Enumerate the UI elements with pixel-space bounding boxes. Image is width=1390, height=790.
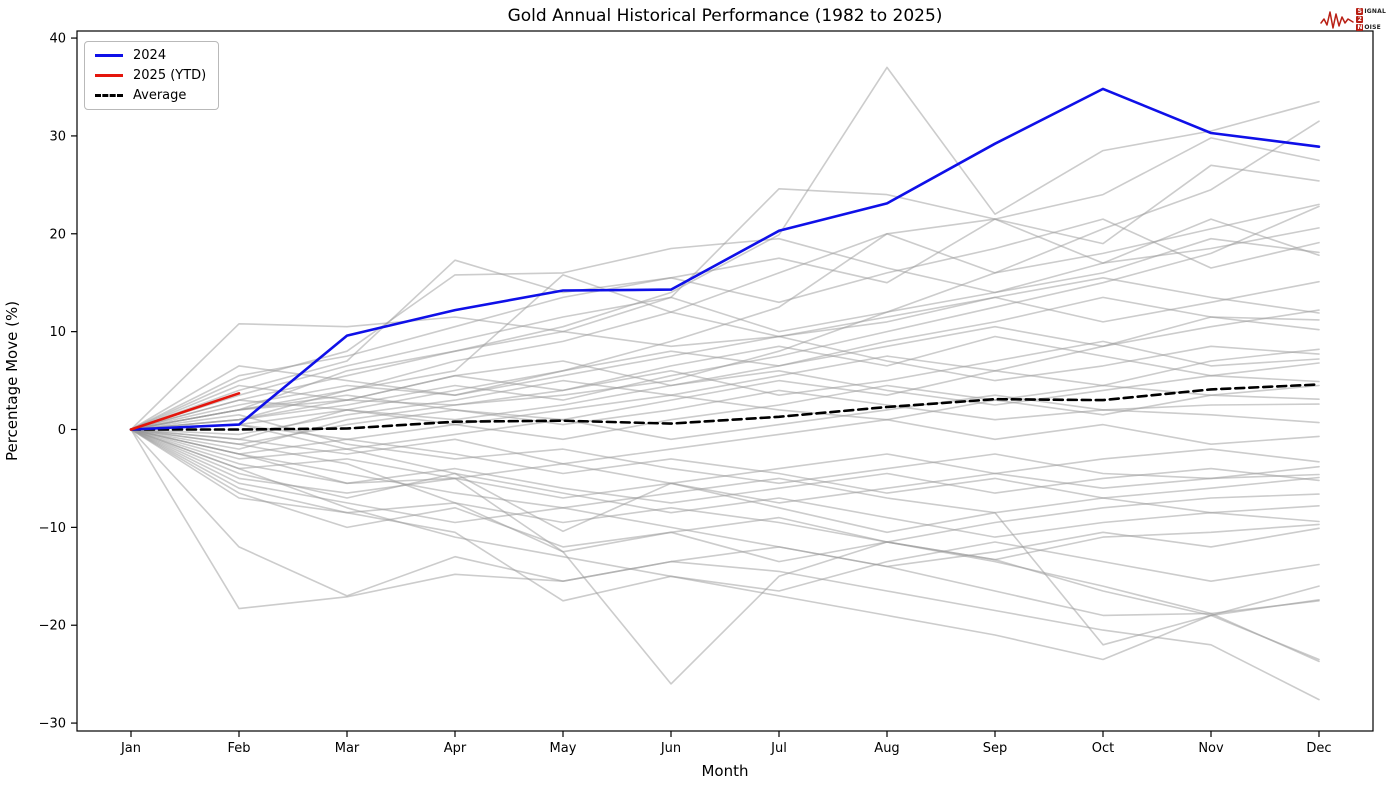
logo-row-noise: N OISE bbox=[1356, 23, 1381, 31]
svg-text:20: 20 bbox=[49, 227, 66, 242]
logo-letter-s: S bbox=[1356, 7, 1364, 15]
chart-legend: 2024 2025 (YTD) Average bbox=[84, 41, 220, 110]
legend-item-2024: 2024 bbox=[95, 49, 206, 62]
svg-text:Month: Month bbox=[701, 762, 748, 780]
svg-text:30: 30 bbox=[49, 129, 66, 144]
svg-text:May: May bbox=[550, 741, 577, 756]
legend-label-2024: 2024 bbox=[133, 48, 167, 63]
svg-text:−10: −10 bbox=[39, 521, 66, 536]
logo-letter-2: 2 bbox=[1356, 15, 1364, 23]
svg-text:Apr: Apr bbox=[444, 741, 467, 756]
svg-text:Aug: Aug bbox=[874, 741, 899, 756]
logo-row-2: 2 bbox=[1356, 15, 1386, 23]
legend-label-average: Average bbox=[133, 88, 187, 103]
legend-item-average: Average bbox=[95, 89, 206, 102]
svg-text:Oct: Oct bbox=[1092, 741, 1114, 756]
ecg-waveform-icon bbox=[1320, 11, 1355, 29]
svg-text:40: 40 bbox=[49, 32, 66, 47]
legend-line-average-icon bbox=[95, 94, 123, 97]
svg-text:Gold Annual Historical Perform: Gold Annual Historical Performance (1982… bbox=[508, 6, 943, 26]
svg-text:Percentage Move (%): Percentage Move (%) bbox=[3, 301, 21, 461]
svg-text:Feb: Feb bbox=[227, 741, 250, 756]
svg-text:Jul: Jul bbox=[770, 741, 787, 756]
logo-letter-n: N bbox=[1356, 23, 1364, 31]
svg-text:−30: −30 bbox=[39, 717, 66, 732]
svg-text:−20: −20 bbox=[39, 619, 66, 634]
svg-text:0: 0 bbox=[58, 423, 66, 438]
svg-text:Jan: Jan bbox=[120, 741, 141, 756]
legend-item-2025: 2025 (YTD) bbox=[95, 69, 206, 82]
logo-row-signal: S IGNAL bbox=[1356, 7, 1386, 15]
signal2noise-logo: S IGNAL 2 N OISE bbox=[1320, 3, 1386, 35]
svg-text:Sep: Sep bbox=[983, 741, 1008, 756]
logo-text: S IGNAL 2 N OISE bbox=[1356, 7, 1386, 31]
legend-line-2024-icon bbox=[95, 54, 123, 57]
legend-label-2025: 2025 (YTD) bbox=[133, 68, 207, 83]
svg-text:Nov: Nov bbox=[1198, 741, 1224, 756]
svg-text:Jun: Jun bbox=[660, 741, 681, 756]
svg-text:Mar: Mar bbox=[335, 741, 360, 756]
svg-text:10: 10 bbox=[49, 325, 66, 340]
svg-text:Dec: Dec bbox=[1306, 741, 1331, 756]
legend-line-2025-icon bbox=[95, 74, 123, 77]
